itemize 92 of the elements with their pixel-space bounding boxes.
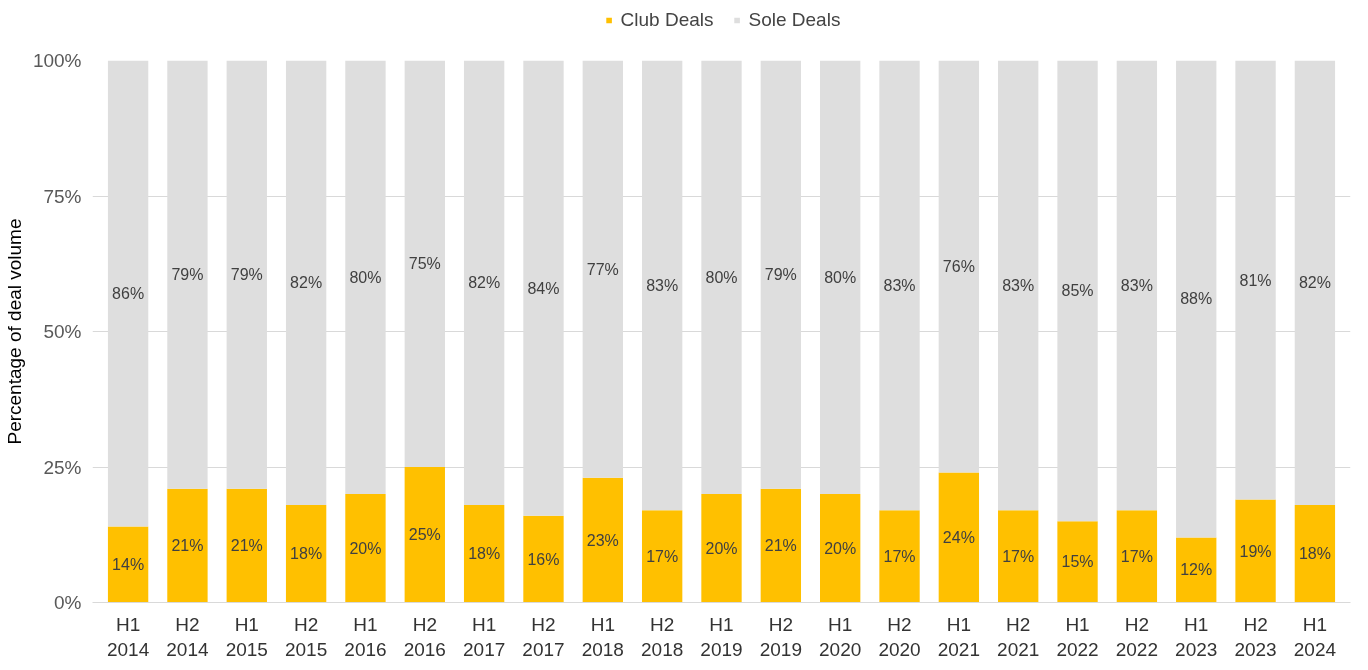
data-label: 80%: [824, 268, 857, 286]
data-label: 76%: [942, 257, 975, 275]
data-label: 17%: [646, 547, 679, 565]
bar: [463, 504, 505, 603]
data-label: 23%: [586, 531, 619, 549]
bar: [641, 510, 683, 603]
x-tick-label: H2 2023: [1234, 613, 1277, 660]
data-label: 19%: [1239, 542, 1272, 560]
x-tick-label: H2 2017: [522, 613, 565, 660]
x-tick-label: H2 2019: [759, 613, 802, 660]
x-tick-label: H2 2020: [878, 613, 921, 660]
y-tick-label: 75%: [43, 185, 82, 207]
data-label: 15%: [1061, 553, 1094, 571]
data-label: 18%: [290, 545, 323, 563]
bar: [879, 510, 920, 603]
data-label: 83%: [1002, 276, 1035, 294]
bar: [820, 494, 861, 603]
x-tick-label: H2 2016: [403, 613, 446, 660]
bar: [1294, 504, 1336, 603]
bar: [167, 488, 208, 603]
data-label: 79%: [230, 266, 263, 284]
data-label: 86%: [112, 285, 145, 303]
bar: [582, 477, 623, 603]
x-tick-label: H1 2022: [1056, 613, 1099, 660]
data-label: 79%: [764, 266, 797, 284]
y-tick-label: 25%: [43, 456, 82, 478]
legend-label: Sole Deals: [748, 9, 841, 31]
bar: [345, 494, 386, 603]
data-label: 17%: [883, 547, 916, 565]
x-tick-label: H1 2017: [463, 613, 506, 660]
data-label: 82%: [468, 274, 501, 292]
x-tick-label: H1 2019: [700, 613, 743, 660]
data-label: 25%: [408, 526, 441, 544]
y-tick-label: 50%: [43, 321, 82, 342]
data-label: 83%: [646, 276, 679, 294]
data-label: 77%: [586, 260, 619, 278]
bar: [701, 494, 742, 603]
x-tick-label: H2 2014: [166, 613, 210, 660]
x-tick-label: H1 2016: [344, 613, 387, 660]
bar: [1235, 499, 1276, 603]
data-label: 85%: [1061, 282, 1094, 300]
bar: [998, 510, 1039, 603]
bar: [938, 472, 980, 603]
bar: [1116, 510, 1158, 603]
y-tick-label: 100%: [32, 50, 82, 71]
x-tick-label: H1 2014: [106, 613, 150, 660]
x-tick-label: H1 2018: [581, 613, 624, 660]
bar: [1057, 521, 1098, 603]
data-label: 20%: [705, 539, 738, 557]
bar: [523, 515, 564, 603]
bar: [1176, 537, 1217, 603]
data-label: 80%: [349, 268, 382, 286]
data-label: 79%: [171, 266, 204, 284]
bar: [226, 488, 267, 603]
data-label: 17%: [1002, 547, 1035, 565]
data-label: 81%: [1239, 271, 1272, 289]
bar: [760, 488, 802, 603]
y-tick-label: 0%: [54, 592, 82, 613]
data-label: 16%: [527, 550, 560, 568]
legend-label: Club Deals: [620, 9, 714, 31]
x-tick-label: H2 2015: [284, 613, 328, 660]
data-label: 21%: [230, 537, 263, 555]
data-label: 18%: [468, 545, 501, 563]
data-label: 21%: [171, 537, 204, 555]
data-label: 20%: [349, 539, 382, 557]
data-label: 88%: [1180, 290, 1213, 308]
data-label: 84%: [527, 279, 560, 297]
data-label: 80%: [705, 268, 738, 286]
bar: [404, 467, 445, 603]
data-label: 82%: [290, 274, 323, 292]
data-label: 82%: [1298, 274, 1331, 292]
x-tick-label: H2 2022: [1115, 613, 1159, 660]
x-tick-label: H1 2024: [1293, 613, 1337, 660]
x-tick-label: H1 2020: [819, 613, 862, 660]
data-label: 14%: [112, 556, 145, 574]
bar: [285, 504, 327, 603]
data-label: 21%: [764, 537, 797, 555]
x-tick-label: H1 2015: [225, 613, 268, 660]
y-axis-title: Percentage of deal volume: [3, 218, 25, 445]
data-label: 83%: [1120, 276, 1153, 294]
x-tick-label: H2 2021: [997, 613, 1040, 660]
x-tick-label: H1 2021: [937, 613, 981, 660]
x-tick-label: H2 2018: [641, 613, 684, 660]
x-tick-label: H1 2023: [1175, 613, 1218, 660]
bar: [107, 526, 149, 603]
data-label: 17%: [1120, 547, 1153, 565]
data-label: 75%: [408, 255, 441, 273]
data-label: 20%: [824, 539, 857, 557]
data-label: 83%: [883, 276, 916, 294]
data-label: 18%: [1298, 545, 1331, 563]
data-label: 12%: [1180, 561, 1213, 579]
data-label: 24%: [942, 528, 975, 546]
